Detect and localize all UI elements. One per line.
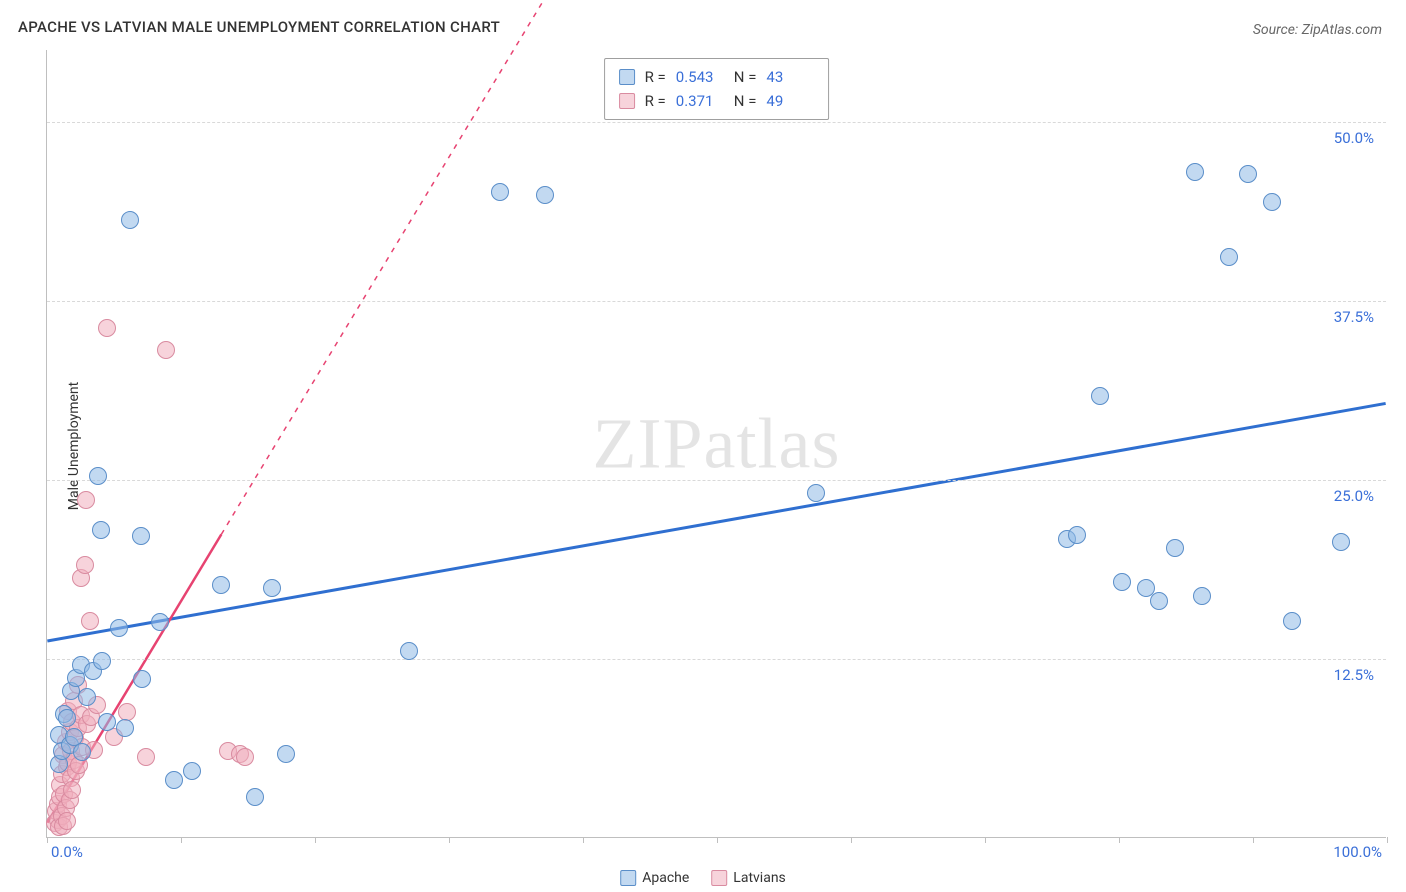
gridline xyxy=(47,480,1386,481)
data-point-blue xyxy=(212,576,230,594)
x-tick-min: 0.0% xyxy=(51,843,83,861)
legend-label-latvians: Latvians xyxy=(733,870,786,886)
watermark-part2: atlas xyxy=(704,403,841,483)
swatch-apache xyxy=(619,69,635,85)
data-point-blue xyxy=(73,743,91,761)
data-point-pink xyxy=(63,781,81,799)
legend-item-apache: Apache xyxy=(620,870,689,886)
data-point-blue xyxy=(1283,612,1301,630)
data-point-blue xyxy=(1263,193,1281,211)
y-tick-label: 50.0% xyxy=(1334,129,1374,147)
n-value-latvians: 49 xyxy=(766,89,814,113)
y-tick-label: 25.0% xyxy=(1334,487,1374,505)
x-tick xyxy=(1119,837,1120,843)
data-point-blue xyxy=(133,670,151,688)
data-point-blue xyxy=(1113,573,1131,591)
data-point-pink xyxy=(76,556,94,574)
scatter-plot: ZIPatlas R = 0.543 N = 43 R = 0.371 N = … xyxy=(46,50,1386,838)
data-point-blue xyxy=(263,579,281,597)
legend-swatch-latvians xyxy=(711,870,727,886)
x-tick xyxy=(717,837,718,843)
data-point-blue xyxy=(58,709,76,727)
data-point-blue xyxy=(98,713,116,731)
data-point-blue xyxy=(1186,163,1204,181)
r-value-latvians: 0.371 xyxy=(676,89,724,113)
data-point-pink xyxy=(77,491,95,509)
data-point-blue xyxy=(78,688,96,706)
data-point-pink xyxy=(236,748,254,766)
trend-lines xyxy=(47,50,1386,837)
legend-swatch-apache xyxy=(620,870,636,886)
n-label: N = xyxy=(734,65,757,89)
data-point-pink xyxy=(81,612,99,630)
stats-box: R = 0.543 N = 43 R = 0.371 N = 49 xyxy=(604,58,830,120)
watermark: ZIPatlas xyxy=(593,402,841,485)
data-point-blue xyxy=(116,719,134,737)
data-point-blue xyxy=(536,186,554,204)
data-point-blue xyxy=(92,521,110,539)
data-point-blue xyxy=(110,619,128,637)
x-tick xyxy=(449,837,450,843)
data-point-blue xyxy=(132,527,150,545)
r-label: R = xyxy=(645,65,666,89)
data-point-blue xyxy=(491,183,509,201)
y-tick-label: 12.5% xyxy=(1334,666,1374,684)
legend-item-latvians: Latvians xyxy=(711,870,786,886)
data-point-blue xyxy=(1193,587,1211,605)
x-tick xyxy=(985,837,986,843)
x-tick xyxy=(181,837,182,843)
data-point-blue xyxy=(1166,539,1184,557)
x-tick-max: 100.0% xyxy=(1333,843,1382,861)
legend: Apache Latvians xyxy=(620,870,786,886)
data-point-pink xyxy=(98,319,116,337)
data-point-blue xyxy=(1091,387,1109,405)
x-tick xyxy=(583,837,584,843)
data-point-blue xyxy=(1150,592,1168,610)
data-point-blue xyxy=(93,652,111,670)
swatch-latvians xyxy=(619,93,635,109)
data-point-blue xyxy=(400,642,418,660)
data-point-blue xyxy=(89,467,107,485)
data-point-blue xyxy=(121,211,139,229)
gridline xyxy=(47,122,1386,123)
data-point-blue xyxy=(807,484,825,502)
r-label: R = xyxy=(645,89,666,113)
data-point-blue xyxy=(246,788,264,806)
data-point-blue xyxy=(1220,248,1238,266)
stats-row-apache: R = 0.543 N = 43 xyxy=(619,65,815,89)
n-value-apache: 43 xyxy=(766,65,814,89)
stats-row-latvians: R = 0.371 N = 49 xyxy=(619,89,815,113)
data-point-blue xyxy=(1068,526,1086,544)
data-point-pink xyxy=(58,812,76,830)
legend-label-apache: Apache xyxy=(642,870,689,886)
data-point-blue xyxy=(277,745,295,763)
data-point-pink xyxy=(157,341,175,359)
chart-title: APACHE VS LATVIAN MALE UNEMPLOYMENT CORR… xyxy=(18,18,500,36)
data-point-pink xyxy=(137,748,155,766)
data-point-blue xyxy=(183,762,201,780)
x-tick xyxy=(47,837,48,843)
gridline xyxy=(47,659,1386,660)
data-point-blue xyxy=(1332,533,1350,551)
r-value-apache: 0.543 xyxy=(676,65,724,89)
source-label: Source: ZipAtlas.com xyxy=(1253,22,1382,38)
y-tick-label: 37.5% xyxy=(1334,308,1374,326)
data-point-blue xyxy=(165,771,183,789)
x-tick xyxy=(1387,837,1388,843)
x-tick xyxy=(1253,837,1254,843)
x-tick xyxy=(315,837,316,843)
n-label: N = xyxy=(734,89,757,113)
x-tick xyxy=(851,837,852,843)
data-point-blue xyxy=(1239,165,1257,183)
data-point-blue xyxy=(151,613,169,631)
watermark-part1: ZIP xyxy=(593,403,704,483)
gridline xyxy=(47,301,1386,302)
